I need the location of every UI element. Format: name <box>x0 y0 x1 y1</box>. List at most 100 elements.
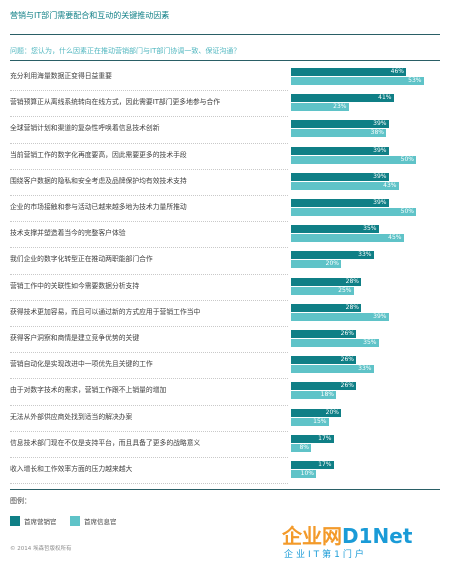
bar-value-label: 39% <box>373 312 387 320</box>
bar-value-label: 20% <box>325 260 339 268</box>
bar-cmo: 46% <box>291 68 406 76</box>
bar-cmo: 26% <box>291 382 356 391</box>
category-label: 收入增长和工作效率方面的压力越来越大 <box>10 465 133 473</box>
bar-cmo: 17% <box>291 461 334 469</box>
row-separator <box>10 404 288 406</box>
bar-cmo: 20% <box>291 408 341 417</box>
bar-value-label: 26% <box>340 382 354 390</box>
bar-cmo: 26% <box>291 330 356 338</box>
bar-value-label: 8% <box>299 443 309 451</box>
bar-value-label: 33% <box>358 365 372 373</box>
watermark-tagline: 企业IT第1门户 <box>284 550 367 560</box>
legend-item-cio: 首席信息官 <box>70 516 117 526</box>
bar-value-label: 33% <box>358 251 372 259</box>
legend-swatch-cmo <box>10 516 20 526</box>
bar-value-label: 10% <box>300 470 314 477</box>
legend-label-cmo: 首席营销官 <box>24 518 57 526</box>
bar-value-label: 46% <box>390 68 404 75</box>
row-separator <box>10 457 288 458</box>
row-separator <box>10 221 288 223</box>
bar-cio: 33% <box>291 365 374 374</box>
bar-cmo: 41% <box>291 94 394 103</box>
bar-cio: 35% <box>291 339 379 347</box>
bar-value-label: 41% <box>378 94 392 102</box>
bar-cio: 8% <box>291 443 311 452</box>
category-label: 营销预算正从离线系统转向在线方式，因此需要IT部门更多地参与合作 <box>10 98 221 107</box>
category-label: 获得客户洞察和商情是建立竞争优势的关键 <box>10 334 140 342</box>
bar-value-label: 15% <box>313 417 327 425</box>
bar-value-label: 17% <box>318 461 332 468</box>
bar-cmo: 17% <box>291 434 334 443</box>
row-separator <box>10 326 288 327</box>
bar-value-label: 25% <box>338 286 352 294</box>
bar-cio: 50% <box>291 208 416 216</box>
chart-bottom-divider <box>10 489 440 490</box>
watermark-brand: 企业网D1Net <box>282 520 412 549</box>
row-separator <box>10 195 288 196</box>
title-divider <box>10 34 440 35</box>
bar-value-label: 18% <box>320 391 334 399</box>
legend-label-cio: 首席信息官 <box>84 518 117 526</box>
bar-value-label: 53% <box>408 77 422 84</box>
watermark-brand-cn: 企业网 <box>282 524 342 548</box>
watermark-brand-en: D1Net <box>342 524 413 548</box>
category-label: 由于对数字技术的需求，营销工作跟不上销量的增加 <box>10 386 167 395</box>
bar-cmo: 28% <box>291 277 361 286</box>
bar-value-label: 38% <box>370 129 384 137</box>
bar-cmo: 39% <box>291 199 389 207</box>
chart-question: 问题：您认为，什么因素正在推动营销部门与IT部门协调一致、保证沟通？ <box>10 47 241 55</box>
bar-value-label: 39% <box>373 199 387 206</box>
bar-cio: 10% <box>291 470 316 478</box>
bar-value-label: 50% <box>400 155 414 163</box>
bar-value-label: 43% <box>383 181 397 189</box>
bar-value-label: 26% <box>340 356 354 364</box>
bar-cmo: 39% <box>291 146 389 155</box>
bar-cio: 25% <box>291 286 354 295</box>
row-separator <box>10 142 288 144</box>
bar-cio: 23% <box>291 103 349 112</box>
bar-cio: 20% <box>291 260 341 269</box>
category-label: 企业的市场接触和参与活动已越来越多地为技术力量所推动 <box>10 203 187 211</box>
bar-cio: 15% <box>291 417 329 426</box>
bar-cmo: 39% <box>291 120 389 129</box>
bar-cmo: 28% <box>291 303 361 312</box>
bar-value-label: 28% <box>345 303 359 311</box>
row-separator <box>10 378 288 380</box>
bar-cio: 53% <box>291 77 424 85</box>
row-separator <box>10 90 288 92</box>
bar-value-label: 39% <box>373 120 387 128</box>
bar-value-label: 28% <box>345 277 359 285</box>
legend-swatch-cio <box>70 516 80 526</box>
legend-item-cmo: 首席营销官 <box>10 516 57 526</box>
row-separator <box>10 273 288 275</box>
row-separator <box>10 430 288 432</box>
bar-value-label: 39% <box>373 172 387 180</box>
bar-cio: 18% <box>291 391 336 400</box>
row-separator <box>10 483 288 485</box>
question-divider <box>10 60 440 61</box>
bar-value-label: 45% <box>388 234 402 242</box>
legend-title: 图例： <box>10 497 31 505</box>
bar-value-label: 17% <box>318 434 332 442</box>
copyright-note: © 2014 埃森哲版权所有 <box>10 546 72 552</box>
category-label: 我们企业的数字化转型正在推动两职能部门合作 <box>10 255 153 264</box>
bar-cmo: 33% <box>291 251 374 260</box>
category-label: 获得技术更加容易，而且可以通过新的方式应用于营销工作当中 <box>10 307 201 316</box>
bar-value-label: 50% <box>400 208 414 215</box>
bar-cio: 45% <box>291 234 404 243</box>
row-separator <box>10 299 288 301</box>
category-label: 技术支撑并塑造着当今的完整客户体验 <box>10 229 126 238</box>
bar-value-label: 23% <box>333 103 347 111</box>
row-separator <box>10 247 288 249</box>
category-label: 围绕客户数据的隐私和安全考虑及品牌保护均有效技术支持 <box>10 176 187 185</box>
row-separator <box>10 116 288 118</box>
bar-value-label: 35% <box>363 225 377 233</box>
bar-cio: 43% <box>291 181 399 190</box>
bar-value-label: 35% <box>363 339 377 346</box>
bar-value-label: 20% <box>325 408 339 416</box>
bar-cio: 39% <box>291 312 389 321</box>
chart-title: 营销与IT部门需要配合和互动的关键推动因素 <box>10 11 170 20</box>
bar-cio: 50% <box>291 155 416 164</box>
bar-cio: 38% <box>291 129 386 138</box>
watermark-logo: 企业网D1Net 企业IT第1门户 <box>282 520 438 560</box>
